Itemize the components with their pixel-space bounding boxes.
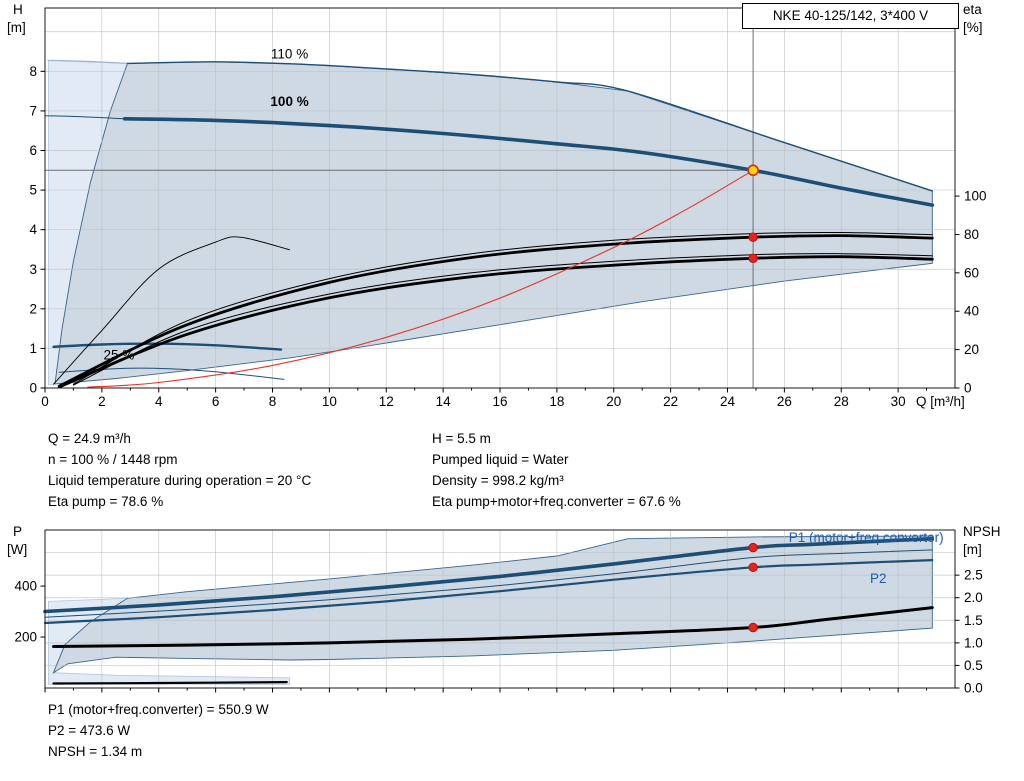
result-point-marker (748, 562, 758, 573)
y-right-tick-label: 1.0 (964, 635, 983, 650)
series-qh-100-extension (44, 115, 126, 120)
y-left-tick-label: 200 (14, 630, 37, 645)
info-line-head: H = 5.5 m (432, 431, 491, 446)
duty-info-left: Q = 24.9 m³/h n = 100 % / 1448 rpm Liqui… (48, 428, 311, 512)
x-tick-label: 30 (891, 394, 906, 409)
y-right-tick-label: 1.5 (964, 613, 983, 628)
series-npsh-25 (52, 681, 288, 685)
series-eta-total-100 (57, 255, 934, 389)
y-left-tick-label: 400 (14, 579, 37, 594)
info-line-p2: P2 = 473.6 W (48, 723, 131, 738)
y-left-axis-title: [m] (7, 20, 26, 35)
y-right-tick-label: 100 (964, 189, 987, 204)
result-point-marker (748, 622, 758, 633)
x-tick-label: 10 (322, 394, 337, 409)
y-right-tick-label: 2.5 (964, 568, 983, 583)
y-right-axis-title: eta (963, 2, 982, 17)
axis-ticks: 0 2 4 6 8 10 12 14 16 18 20 22 24 26 28 300123456780204… (7, 2, 987, 409)
x-tick-label: 12 (379, 394, 394, 409)
series-p1-mid-thin (44, 549, 933, 618)
series-eta-total-110 (72, 253, 933, 386)
info-line-flow: Q = 24.9 m³/h (48, 431, 131, 446)
y-right-axis-title: [m] (963, 542, 982, 557)
y-right-axis-title: [%] (963, 20, 983, 35)
curve-label-25pct: 25 % (104, 348, 135, 363)
curve-label-100pct: 100 % (270, 94, 308, 109)
info-line-p1: P1 (motor+freq.converter) = 550.9 W (48, 702, 269, 717)
info-line-eta-total: Eta pump+motor+freq.converter = 67.6 % (432, 494, 681, 509)
y-right-tick-label: 0.5 (964, 658, 983, 673)
pump-type-label: NKE 40-125/142, 3*400 V (742, 3, 959, 29)
series-eta-pump-110 (72, 231, 933, 385)
y-left-tick-label: 2 (29, 301, 37, 316)
result-point-marker (748, 232, 758, 242)
x-tick-label: 16 (492, 394, 507, 409)
series-qh-110-extension (47, 59, 129, 64)
y-left-tick-label: 7 (29, 103, 37, 118)
series-eta-pump-100 (57, 234, 934, 388)
x-tick-label: 0 (41, 394, 49, 409)
y-right-axis-title: NPSH (963, 524, 1001, 539)
x-axis-title: Q [m³/h] (916, 394, 965, 409)
duty-info-right: H = 5.5 m Pumped liquid = Water Density … (432, 428, 681, 512)
info-line-speed: n = 100 % / 1448 rpm (48, 452, 178, 467)
y-right-tick-label: 2.0 (964, 590, 983, 605)
info-line-npsh: NPSH = 1.34 m (48, 744, 143, 759)
y-right-tick-label: 40 (964, 304, 979, 319)
y-left-tick-label: 5 (29, 183, 37, 198)
info-line-liquid: Pumped liquid = Water (432, 452, 569, 467)
x-tick-label: 8 (269, 394, 277, 409)
y-left-axis-title: H (13, 2, 23, 17)
result-point-marker (748, 542, 758, 553)
y-right-tick-label: 60 (964, 265, 979, 280)
y-left-tick-label: 0 (29, 381, 37, 396)
y-left-axis-title: P (13, 524, 22, 539)
y-left-tick-label: 8 (29, 64, 37, 79)
y-right-tick-label: 0 (964, 381, 972, 396)
series-qh-110 (126, 61, 933, 192)
x-tick-label: 6 (212, 394, 220, 409)
x-tick-label: 4 (155, 394, 163, 409)
series-qh-100 (122, 117, 935, 207)
series-eta-pump-25 (53, 236, 291, 385)
y-left-tick-label: 1 (29, 341, 37, 356)
series-npsh (52, 606, 934, 648)
y-left-axis-title: [W] (7, 542, 27, 557)
y-left-tick-label: 3 (29, 262, 37, 277)
x-tick-label: 28 (834, 394, 849, 409)
x-tick-label: 20 (606, 394, 621, 409)
series-duty-speed-curve (87, 169, 754, 388)
info-line-eta-pump: Eta pump = 78.6 % (48, 494, 164, 509)
curve-label-p1: P1 (motor+freq.converter) (789, 530, 944, 545)
y-right-tick-label: 80 (964, 227, 979, 242)
x-tick-label: 2 (98, 394, 106, 409)
gridlines (45, 8, 955, 388)
power-info: P1 (motor+freq.converter) = 550.9 W P2 =… (48, 699, 269, 762)
y-right-tick-label: 20 (964, 342, 979, 357)
info-line-temperature: Liquid temperature during operation = 20… (48, 473, 312, 488)
gridlines (45, 530, 955, 688)
axis-ticks: 200 400 0.0 0.5 1.0 1.5 2.0 2.5 P [W] NPSH [m] (7, 524, 1001, 696)
x-tick-label: 18 (549, 394, 564, 409)
curve-label-p2: P2 (870, 571, 887, 586)
curve-label-110pct: 110 % (271, 47, 308, 62)
x-tick-label: 14 (436, 394, 452, 409)
power-npsh-chart: 200 400 0.0 0.5 1.0 1.5 2.0 2.5 P [W] NPSH [m] P1 (m… (7, 524, 1001, 696)
series-p2 (43, 559, 934, 625)
duty-point-marker[interactable] (747, 164, 759, 177)
info-line-density: Density = 998.2 kg/m³ (432, 473, 564, 488)
y-left-tick-label: 4 (29, 222, 37, 237)
x-tick-label: 24 (720, 394, 736, 409)
y-left-tick-label: 6 (29, 143, 37, 158)
series-p1 (43, 536, 935, 614)
qh-eta-chart: 0 2 4 6 8 10 12 14 16 18 20 22 24 26 28 300123456780204… (7, 2, 987, 409)
y-right-tick-label: 0.0 (964, 681, 983, 696)
x-tick-label: 22 (663, 394, 678, 409)
result-point-marker (748, 253, 758, 263)
x-tick-label: 26 (777, 394, 792, 409)
